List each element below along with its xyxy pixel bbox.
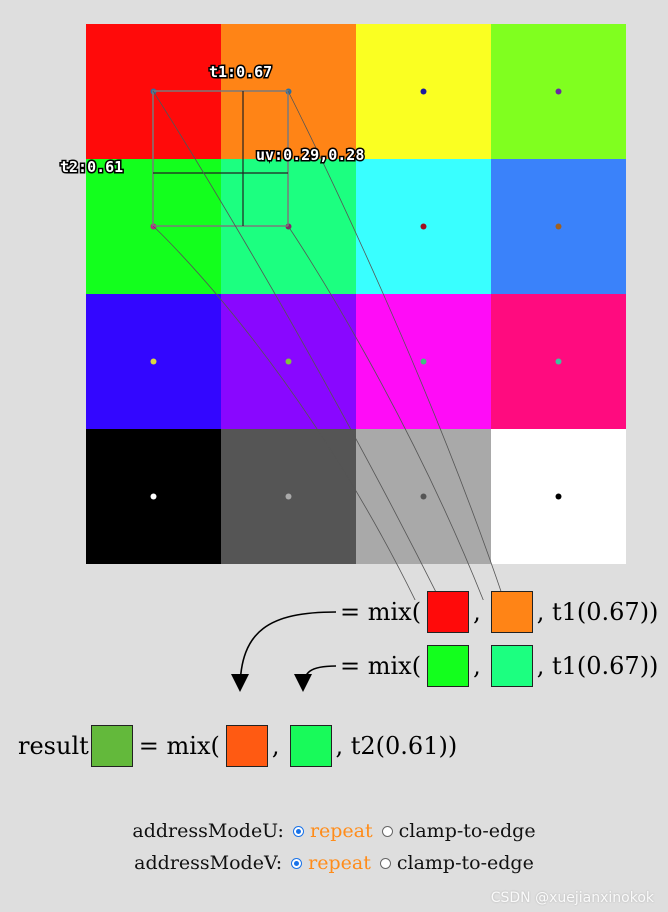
v-clamp-label[interactable]: clamp-to-edge — [396, 852, 534, 874]
mix-row-2-sep: , — [473, 652, 481, 680]
leader-teal — [287, 225, 484, 600]
mix-row-1-swatch-a — [427, 591, 470, 633]
texel-center-dot — [420, 223, 427, 230]
texel-center-dot — [420, 88, 427, 95]
result-prefix: = mix( — [138, 732, 220, 760]
t1-label: t1:0.67 — [209, 63, 272, 81]
mix-row-2-swatch-b — [490, 645, 533, 687]
u-clamp-radio[interactable] — [381, 825, 393, 837]
texel-center-dot — [555, 88, 562, 95]
texel-center-dot — [150, 358, 157, 365]
t2-label: t2:0.61 — [60, 158, 123, 176]
result-swatch-b — [289, 725, 332, 767]
leader-green — [152, 225, 416, 600]
v-clamp-radio[interactable] — [379, 857, 391, 869]
v-repeat-radio[interactable] — [291, 857, 303, 869]
texture-grid — [86, 24, 626, 564]
texel-center-dot — [555, 358, 562, 365]
mix-row-1-sep: , — [473, 598, 481, 626]
v-repeat-label[interactable]: repeat — [308, 852, 371, 874]
mix-row-1-suffix: , t1(0.67)) — [536, 598, 659, 626]
leader-orange — [287, 90, 509, 600]
address-mode-v-label: addressModeV: — [134, 852, 283, 874]
result-sep: , — [271, 732, 280, 760]
texel-center-dot — [420, 358, 427, 365]
texel-center-dot — [555, 493, 562, 500]
result-swatch-a — [225, 725, 268, 767]
mix-connector-arrows — [231, 611, 337, 692]
u-repeat-radio[interactable] — [292, 825, 304, 837]
sample-box — [152, 90, 289, 227]
connector-row1 — [231, 611, 337, 692]
texel-center-dot — [555, 223, 562, 230]
address-mode-v-row: addressModeV: repeat clamp-to-edge — [0, 852, 668, 874]
u-clamp-label[interactable]: clamp-to-edge — [398, 820, 536, 842]
texel-center-dot — [285, 493, 292, 500]
connector-row2 — [294, 665, 337, 692]
mix-row-2: = mix( , , t1(0.67)) — [340, 645, 658, 687]
mix-row-1: = mix( , , t1(0.67)) — [340, 591, 658, 633]
address-mode-u-label: addressModeU: — [132, 820, 284, 842]
result-swatch — [90, 725, 133, 767]
address-mode-u-row: addressModeU: repeat clamp-to-edge — [0, 820, 668, 842]
watermark: CSDN @xuejianxinokok — [490, 890, 654, 906]
mix-row-2-prefix: = mix( — [340, 652, 422, 680]
result-label: result — [18, 732, 89, 760]
u-repeat-label[interactable]: repeat — [309, 820, 373, 842]
texel-center-dot — [285, 358, 292, 365]
mix-row-2-swatch-a — [427, 645, 470, 687]
uv-label: uv:0.29,0.28 — [256, 146, 364, 164]
mix-row-2-suffix: , t1(0.67)) — [536, 652, 659, 680]
result-suffix: , t2(0.61)) — [335, 732, 458, 760]
sample-leader-lines — [152, 90, 509, 600]
mix-row-1-prefix: = mix( — [340, 598, 422, 626]
mix-row-1-swatch-b — [490, 591, 533, 633]
texel-center-dot — [420, 493, 427, 500]
texture-diagram: t1:0.67 t2:0.61 uv:0.29,0.28 — [59, 24, 626, 600]
result-row: result = mix( , , t2(0.61)) — [18, 725, 457, 767]
texel-center-dot — [150, 493, 157, 500]
leader-red — [152, 90, 444, 600]
